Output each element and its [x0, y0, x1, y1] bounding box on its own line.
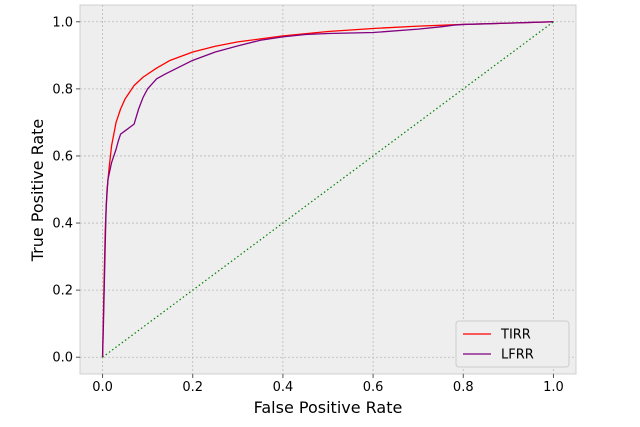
y-tick-label: 0.0: [52, 351, 73, 366]
series-line-lfrr: [101, 21, 554, 358]
x-axis-label: False Positive Rate: [254, 398, 403, 417]
legend-box: [455, 320, 570, 368]
y-tick-label: 0.8: [52, 82, 73, 97]
legend-label-tirr: TIRR: [500, 328, 531, 343]
y-tick-label: 1.0: [52, 15, 73, 30]
x-tick-label: 0.4: [273, 380, 294, 395]
y-axis-label: True Positive Rate: [28, 119, 47, 263]
series-group: [101, 21, 554, 358]
x-tick-label: 0.0: [92, 380, 113, 395]
x-tick-label: 0.8: [453, 380, 474, 395]
x-tick-label: 1.0: [543, 380, 564, 395]
y-tick-label: 0.4: [52, 217, 73, 232]
series-line-chance-diagonal: [102, 21, 554, 358]
x-tick-label: 0.6: [363, 380, 384, 395]
y-tick-label: 0.2: [52, 284, 73, 299]
legend-label-lfrr: LFRR: [501, 348, 534, 363]
y-tick-label: 0.6: [52, 149, 73, 164]
x-tick-label: 0.2: [182, 380, 203, 395]
ticks: 0.0 0.2 0.4 0.6 0.8 1.0 0.0 0.2 0.4 0.6 0.8 1.0: [52, 15, 563, 395]
legend: TIRR LFRR: [455, 320, 570, 368]
